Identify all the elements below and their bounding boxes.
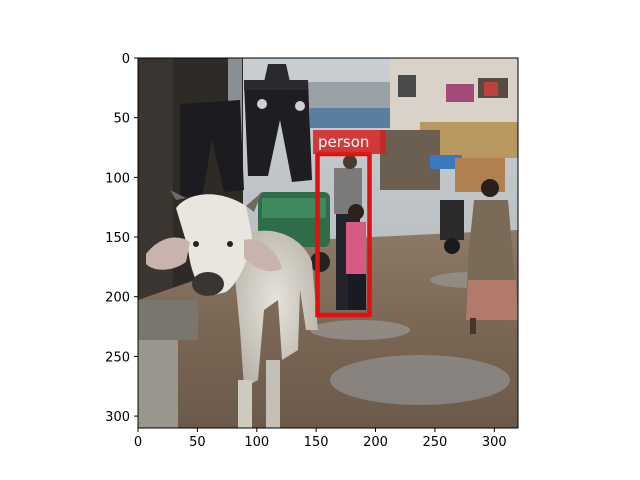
y-tick-label: 250 xyxy=(105,350,130,365)
detection-label: person xyxy=(318,133,369,151)
y-tick-label: 300 xyxy=(105,410,130,425)
x-tick-label: 250 xyxy=(422,435,447,450)
x-tick-label: 300 xyxy=(482,435,507,450)
motorcycle-icon xyxy=(440,200,464,254)
y-tick-label: 50 xyxy=(113,112,130,127)
x-tick-label: 0 xyxy=(134,435,142,450)
x-tick-label: 200 xyxy=(363,435,388,450)
plot-frame xyxy=(137,57,519,429)
x-tick-label: 50 xyxy=(189,435,206,450)
hanging-pants-icon xyxy=(180,64,312,198)
y-tick-label: 100 xyxy=(105,171,130,186)
cow-icon xyxy=(146,190,318,428)
person-figure xyxy=(334,155,366,310)
y-tick-label: 200 xyxy=(105,291,130,306)
x-tick-label: 150 xyxy=(304,435,329,450)
detection-person: person xyxy=(313,130,386,318)
y-tick-label: 150 xyxy=(105,231,130,246)
x-axis: 0 50 100 150 200 250 300 xyxy=(134,428,507,450)
x-tick-label: 100 xyxy=(244,435,269,450)
photo xyxy=(138,58,518,428)
y-tick-label: 0 xyxy=(122,52,130,67)
detection-label-bg xyxy=(313,130,386,154)
woman-in-sari-icon xyxy=(466,179,518,334)
y-axis: 0 50 100 150 200 250 300 xyxy=(105,52,138,425)
